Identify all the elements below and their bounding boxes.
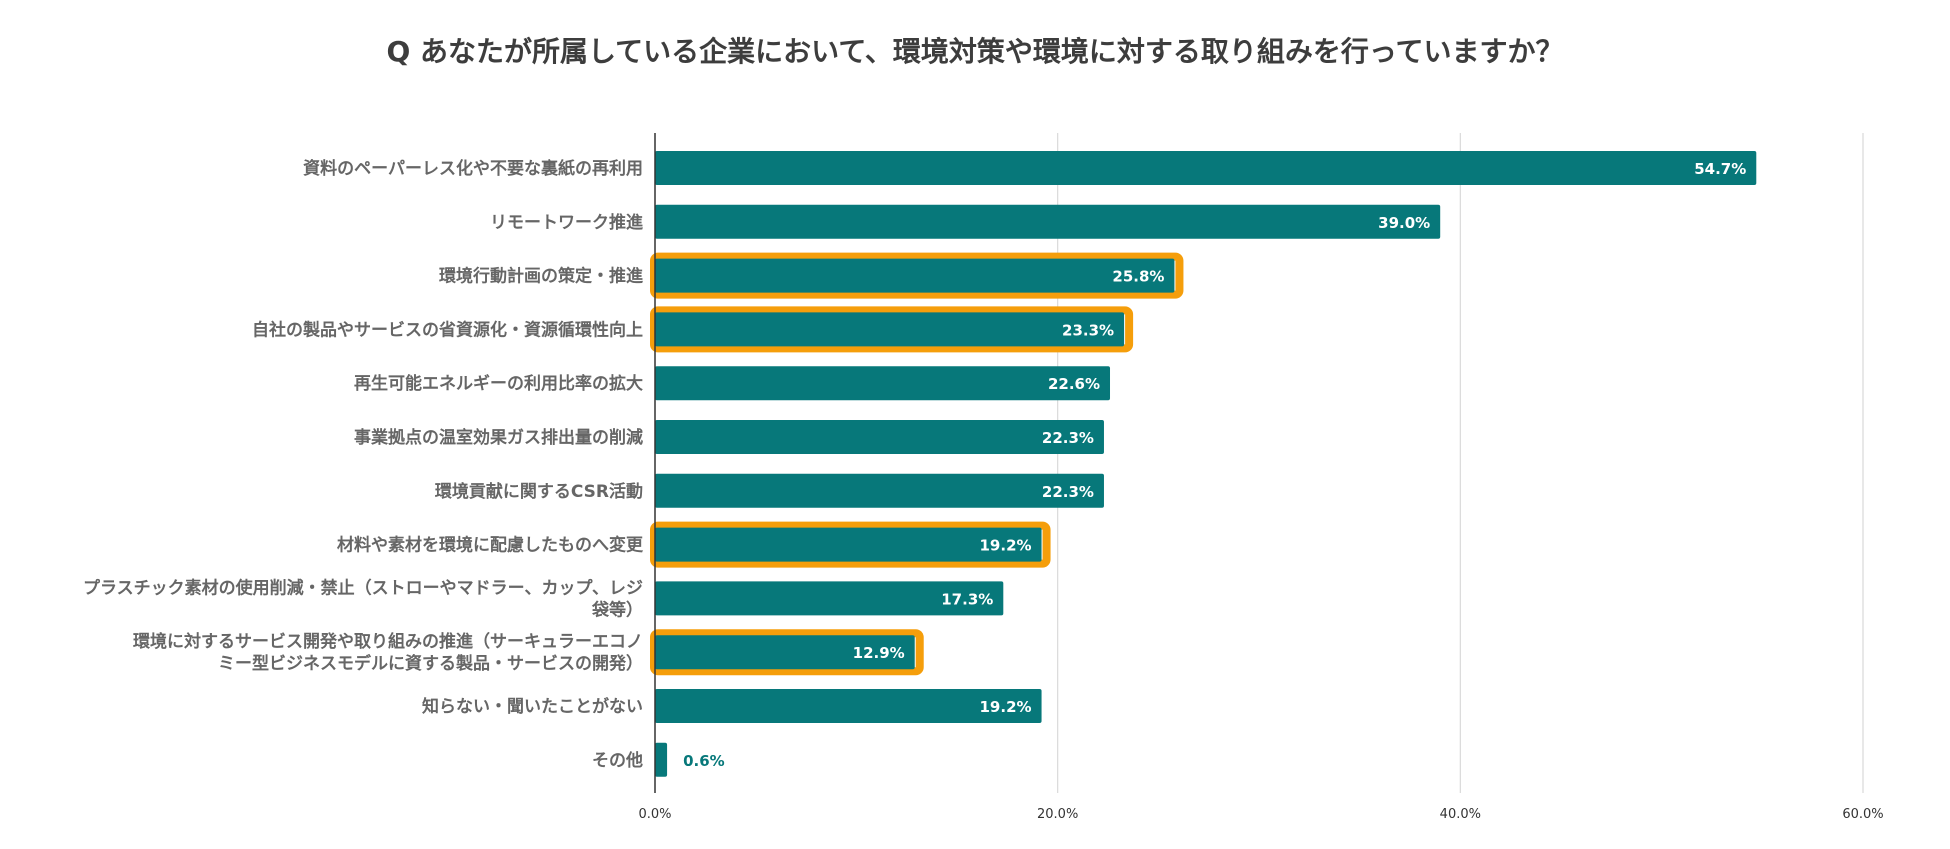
x-tick-label: 40.0% [1440, 807, 1481, 822]
data-label: 54.7% [1694, 160, 1746, 178]
data-label: 39.0% [1378, 214, 1430, 232]
category-label: ミー型ビジネスモデルに資する製品・サービスの開発） [218, 653, 643, 674]
highlight-frame [650, 521, 1051, 568]
data-label: 23.3% [1062, 321, 1114, 339]
data-label: 12.9% [853, 644, 905, 662]
x-tick-label: 0.0% [638, 807, 671, 822]
category-label: 再生可能エネルギーの利用比率の拡大 [354, 373, 643, 394]
category-label: 資料のペーパーレス化や不要な裏紙の再利用 [303, 158, 643, 179]
data-label: 19.2% [980, 537, 1032, 555]
bar [655, 742, 668, 777]
bar [655, 204, 1441, 239]
highlight-frame [650, 252, 1184, 299]
category-label: 環境に対するサービス開発や取り組みの推進（サーキュラーエコノ [133, 631, 643, 652]
bar [655, 312, 1125, 347]
highlight-frame [650, 629, 924, 676]
data-label: 25.8% [1112, 268, 1164, 286]
bar [655, 635, 915, 670]
highlight-frame [650, 306, 1134, 353]
data-label: 22.3% [1042, 429, 1094, 447]
x-tick-label: 20.0% [1037, 807, 1078, 822]
data-label: 17.3% [941, 590, 993, 608]
chart-title: Q あなたが所属している企業において、環境対策や環境に対する取り組みを行っていま… [386, 35, 1564, 68]
bar [655, 258, 1175, 293]
bar [655, 689, 1042, 723]
bar [655, 527, 1042, 562]
bar [655, 581, 1004, 616]
bar [655, 151, 1757, 185]
category-label: 材料や素材を環境に配慮したものへ変更 [337, 535, 644, 556]
x-tick-label: 60.0% [1842, 807, 1883, 822]
data-label: 19.2% [980, 698, 1032, 716]
category-label: その他 [592, 750, 643, 771]
data-label: 22.3% [1042, 483, 1094, 501]
data-label: 0.6% [683, 752, 725, 770]
category-label: リモートワーク推進 [490, 212, 643, 233]
category-label: 自社の製品やサービスの省資源化・資源循環性向上 [252, 319, 643, 340]
category-label: 環境貢献に関するCSR活動 [435, 481, 643, 502]
category-label: 環境行動計画の策定・推進 [439, 266, 643, 287]
data-label: 22.6% [1048, 375, 1100, 393]
category-label: プラスチック素材の使用削減・禁止（ストローやマドラー、カップ、レジ [83, 577, 643, 598]
category-label: 袋等） [591, 599, 643, 620]
category-label: 知らない・聞いたことがない [421, 696, 643, 717]
bar [655, 473, 1104, 508]
bar [655, 366, 1111, 401]
category-label: 事業拠点の温室効果ガス排出量の削減 [354, 427, 643, 448]
bar [655, 420, 1104, 454]
